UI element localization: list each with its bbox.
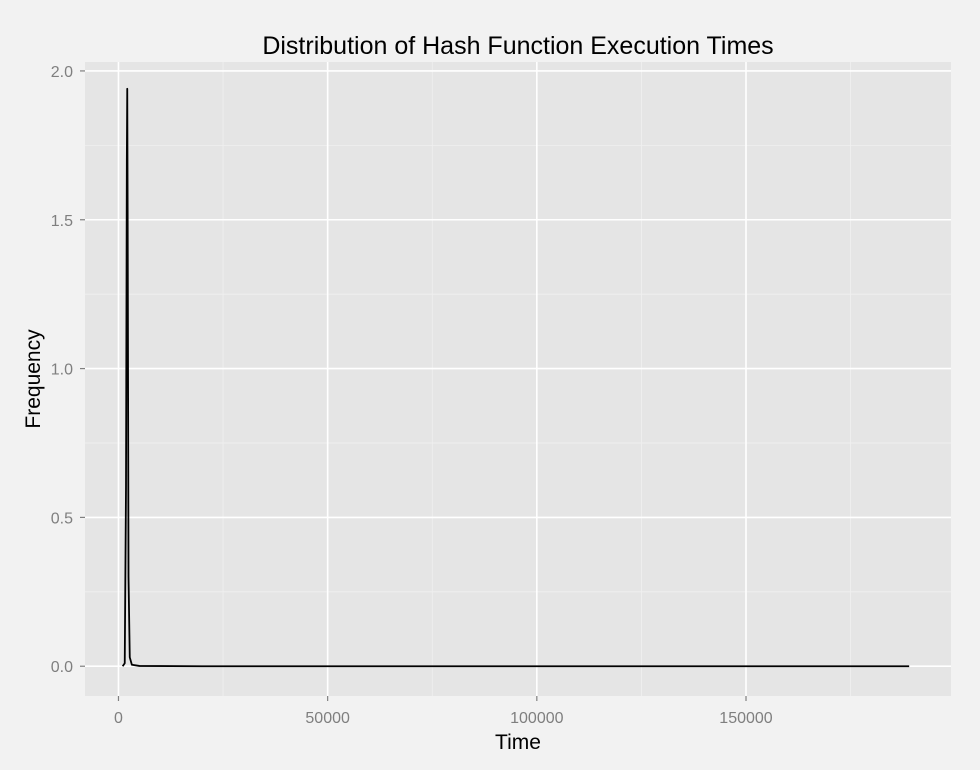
y-tick-label: 0.5: [51, 510, 73, 527]
axis-ticks: 0 50000 100000 150000 0.0 0.5 1.0 1.5 2.0: [51, 64, 773, 727]
y-tick-label: 1.0: [51, 362, 73, 379]
series-layer: [121, 87, 910, 668]
density-curve: [121, 87, 910, 668]
chart-title: Distribution of Hash Function Execution …: [262, 32, 773, 60]
y-tick-label: 1.5: [51, 213, 73, 230]
plot-panel: [85, 62, 951, 696]
x-tick-label: 100000: [510, 710, 563, 727]
x-tick-label: 150000: [719, 710, 772, 727]
y-axis-title: Frequency: [22, 329, 45, 429]
y-tick-label: 0.0: [51, 659, 73, 676]
y-tick-label: 2.0: [51, 64, 73, 81]
x-tick-label: 0: [114, 710, 123, 727]
x-tick-label: 50000: [305, 710, 350, 727]
x-axis-title: Time: [495, 731, 541, 754]
